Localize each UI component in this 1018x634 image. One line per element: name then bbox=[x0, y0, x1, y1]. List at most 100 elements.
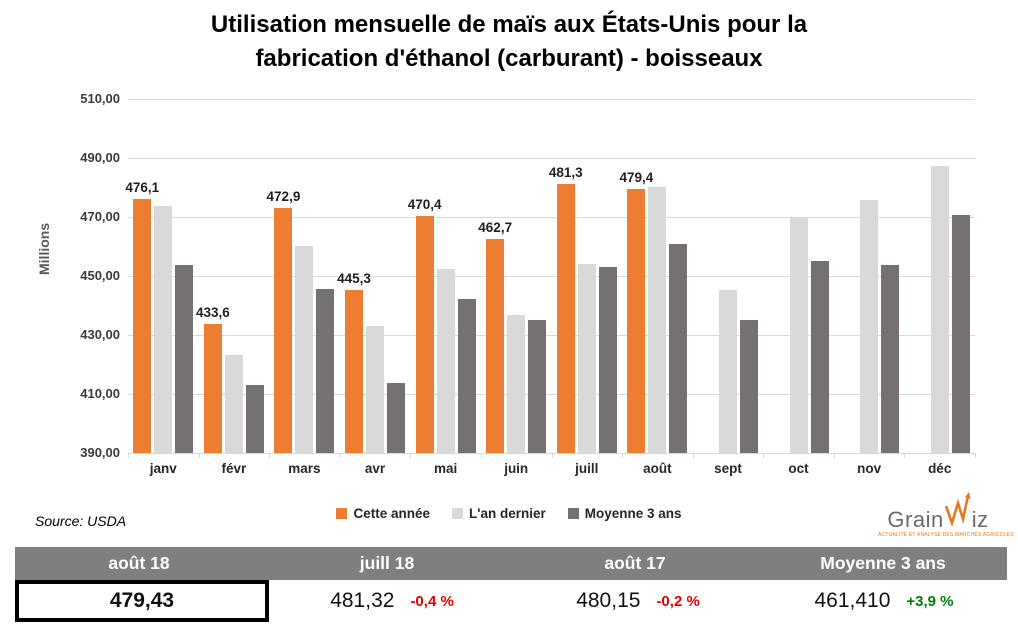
y-axis-tick-label: 470,00 bbox=[80, 209, 120, 224]
bar-cette-ann-e bbox=[556, 183, 575, 453]
legend-label: L'an dernier bbox=[469, 506, 546, 521]
bar-slots bbox=[763, 99, 834, 453]
y-axis-tick-label: 510,00 bbox=[80, 91, 120, 106]
grainwiz-logo-wordmark: Grain iz bbox=[878, 492, 998, 531]
gridline bbox=[128, 335, 975, 336]
bar-group-févr: 433,6 févr bbox=[195, 99, 270, 476]
bar-group-avr: 445,3 avr bbox=[337, 99, 411, 476]
summary-value-cell-moyenne-3-ans: 461,410 +3,9 % bbox=[761, 579, 1007, 623]
bar-cette-ann-e bbox=[415, 215, 434, 453]
bar-l-an-dernier bbox=[930, 165, 949, 453]
gridline bbox=[128, 158, 975, 159]
bar-slots bbox=[128, 99, 199, 453]
bar-cette-ann-e bbox=[345, 289, 364, 453]
x-axis-tick-mark bbox=[480, 453, 482, 458]
x-axis-tick-mark bbox=[833, 453, 835, 458]
y-axis-tick-label: 490,00 bbox=[80, 150, 120, 165]
x-axis-tick-mark bbox=[975, 453, 976, 458]
summary-value-cell-juill-18: 481,32 -0,4 % bbox=[269, 579, 515, 623]
legend-label: Moyenne 3 ans bbox=[584, 506, 682, 521]
bar-moyenne-3-ans bbox=[528, 319, 547, 453]
bar-moyenne-3-ans bbox=[316, 289, 335, 453]
summary-header-ao-t-18: août 18 bbox=[108, 553, 170, 573]
summary-header-moyenne-3-ans: Moyenne 3 ans bbox=[820, 553, 946, 573]
bar-slots bbox=[693, 99, 764, 453]
bar-l-an-dernier bbox=[789, 217, 808, 453]
x-axis-label-mars: mars bbox=[288, 461, 321, 476]
bar-moyenne-3-ans bbox=[810, 261, 829, 453]
gridline bbox=[128, 99, 975, 100]
summary-header-juill-18: juill 18 bbox=[359, 553, 415, 573]
bar-cette-ann-e bbox=[486, 238, 505, 453]
bar-l-an-dernier bbox=[224, 354, 243, 453]
bar-l-an-dernier bbox=[718, 290, 737, 453]
bar-moyenne-3-ans bbox=[387, 383, 406, 453]
bar-l-an-dernier bbox=[860, 199, 879, 453]
x-axis-label-nov: nov bbox=[857, 461, 882, 476]
x-axis-label-févr: févr bbox=[221, 461, 247, 476]
x-axis-label-oct: oct bbox=[788, 461, 809, 476]
x-axis-tick-mark bbox=[551, 453, 553, 458]
y-axis-tick-label: 450,00 bbox=[80, 268, 120, 283]
legend-swatch-icon bbox=[452, 508, 463, 519]
bar-slots bbox=[481, 99, 552, 453]
bar-group-juin: 462,7 juin bbox=[478, 99, 552, 476]
summary-value-cell-ao-t-17: 480,15 -0,2 % bbox=[515, 579, 761, 623]
legend-label: Cette année bbox=[353, 506, 430, 521]
bar-group-oct: oct bbox=[763, 99, 834, 476]
summary-value: 481,32 bbox=[330, 589, 395, 612]
x-axis-tick-mark bbox=[269, 453, 271, 458]
bar-l-an-dernier bbox=[154, 206, 173, 453]
x-axis-label-juill: juill bbox=[575, 461, 599, 476]
x-axis-label-avr: avr bbox=[364, 461, 386, 476]
bar-group-déc: déc bbox=[904, 99, 975, 476]
summary-table-header: août 18 juill 18 août 17 Moyenne 3 ans bbox=[15, 547, 1007, 580]
bar-value-label: 433,6 bbox=[195, 305, 230, 321]
x-axis-tick-mark bbox=[692, 453, 694, 458]
y-axis-tick-label: 410,00 bbox=[80, 386, 120, 401]
plot-area: 510,00 490,00 470,00 450,00 430,00 410,00 390,… bbox=[80, 91, 976, 476]
bar-l-an-dernier bbox=[507, 315, 526, 453]
summary-delta: +3,9 % bbox=[906, 592, 954, 610]
bar-cette-ann-e bbox=[274, 208, 293, 453]
summary-delta: -0,2 % bbox=[656, 592, 700, 610]
legend-item-cette-ann-e: Cette année bbox=[336, 506, 430, 521]
chart-title-line1: Utilisation mensuelle de maïs aux États-… bbox=[210, 11, 808, 38]
legend-item-moyenne-3-ans: Moyenne 3 ans bbox=[567, 506, 682, 521]
x-axis-label-sept: sept bbox=[714, 461, 742, 476]
bar-group-juill: 481,3 juill bbox=[549, 99, 623, 476]
bar-l-an-dernier bbox=[648, 186, 667, 453]
x-axis-tick-mark bbox=[622, 453, 624, 458]
bar-value-label: 445,3 bbox=[337, 270, 371, 286]
x-axis-label-janv: janv bbox=[149, 461, 177, 476]
bar-moyenne-3-ans bbox=[951, 214, 970, 453]
bar-moyenne-3-ans bbox=[457, 299, 476, 453]
logo-text-end: iz bbox=[971, 507, 989, 532]
logo-zigzag-icon bbox=[944, 492, 971, 531]
bar-group-janv: 476,1 janv bbox=[125, 99, 199, 476]
summary-header-ao-t-17: août 17 bbox=[604, 553, 666, 573]
bar-cette-ann-e bbox=[203, 324, 222, 453]
bar-cette-ann-e bbox=[133, 199, 152, 453]
bar-l-an-dernier bbox=[436, 268, 455, 453]
bar-group-mars: 472,9 mars bbox=[267, 99, 340, 476]
bar-group-août: 479,4 août bbox=[619, 99, 693, 476]
gridline bbox=[128, 394, 975, 395]
summary-delta: -0,4 % bbox=[410, 592, 454, 610]
bar-l-an-dernier bbox=[366, 326, 385, 453]
bar-group-mai: 470,4 mai bbox=[408, 99, 481, 476]
bar-slots bbox=[904, 99, 975, 453]
x-axis-label-août: août bbox=[643, 461, 672, 476]
bar-slots bbox=[269, 99, 340, 453]
bar-slots bbox=[834, 99, 905, 453]
x-axis-label-juin: juin bbox=[504, 461, 529, 476]
y-axis-tick-label: 430,00 bbox=[80, 327, 120, 342]
summary-table-values: 479,43 481,32 -0,4 % 480,15 -0,2 % 461,410 +3,… bbox=[15, 579, 1007, 623]
bar-slots bbox=[552, 99, 623, 453]
bar-value-label: 476,1 bbox=[125, 180, 160, 196]
bar-moyenne-3-ans bbox=[175, 265, 194, 453]
chart-legend: Cette année L'an dernier Moyenne 3 ans bbox=[0, 506, 1018, 521]
bar-l-an-dernier bbox=[295, 245, 314, 453]
y-axis-tick-label: 390,00 bbox=[80, 445, 120, 460]
